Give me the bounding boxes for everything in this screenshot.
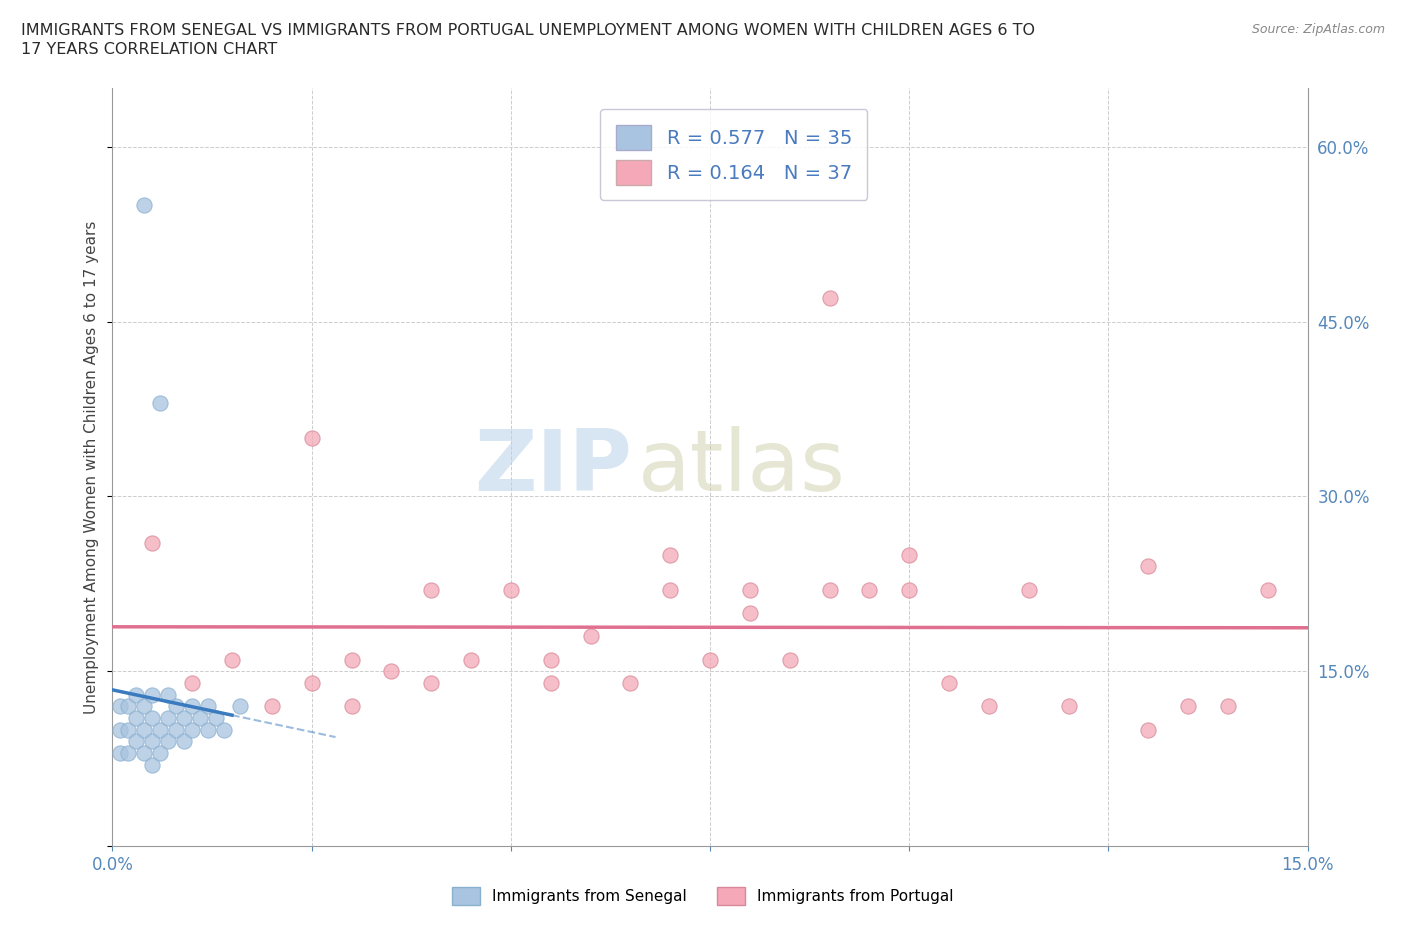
Point bbox=[938, 675, 960, 690]
Point bbox=[125, 734, 148, 749]
Point bbox=[197, 699, 219, 714]
Legend: R = 0.577   N = 35, R = 0.164   N = 37: R = 0.577 N = 35, R = 0.164 N = 37 bbox=[600, 110, 868, 200]
Point bbox=[1137, 559, 1160, 574]
Point bbox=[1257, 582, 1279, 597]
Point bbox=[540, 675, 562, 690]
Point bbox=[134, 197, 156, 212]
Point bbox=[125, 687, 148, 702]
Point bbox=[340, 699, 363, 714]
Point bbox=[1216, 699, 1239, 714]
Point bbox=[499, 582, 522, 597]
Point bbox=[699, 652, 721, 667]
Point bbox=[221, 652, 243, 667]
Point bbox=[110, 699, 132, 714]
Point bbox=[1057, 699, 1080, 714]
Point bbox=[117, 746, 139, 761]
Point bbox=[141, 757, 163, 772]
Point bbox=[579, 629, 602, 644]
Point bbox=[110, 723, 132, 737]
Point bbox=[157, 687, 180, 702]
Point bbox=[301, 431, 323, 445]
Point bbox=[1137, 723, 1160, 737]
Point bbox=[157, 734, 180, 749]
Point bbox=[149, 723, 172, 737]
Point bbox=[205, 711, 228, 725]
Point bbox=[134, 746, 156, 761]
Point bbox=[149, 746, 172, 761]
Point bbox=[1177, 699, 1199, 714]
Point bbox=[818, 582, 841, 597]
Point bbox=[738, 605, 761, 620]
Point bbox=[977, 699, 1000, 714]
Point bbox=[460, 652, 482, 667]
Text: ZIP: ZIP bbox=[475, 426, 633, 509]
Point bbox=[420, 675, 443, 690]
Point bbox=[260, 699, 283, 714]
Point bbox=[188, 711, 211, 725]
Point bbox=[149, 396, 172, 411]
Point bbox=[181, 675, 204, 690]
Point bbox=[1018, 582, 1040, 597]
Point bbox=[173, 711, 195, 725]
Point bbox=[340, 652, 363, 667]
Point bbox=[197, 723, 219, 737]
Point bbox=[141, 734, 163, 749]
Point bbox=[134, 723, 156, 737]
Text: 17 YEARS CORRELATION CHART: 17 YEARS CORRELATION CHART bbox=[21, 42, 277, 57]
Point bbox=[858, 582, 880, 597]
Point bbox=[165, 723, 187, 737]
Point bbox=[181, 699, 204, 714]
Point bbox=[619, 675, 641, 690]
Point bbox=[898, 548, 921, 563]
Point bbox=[157, 711, 180, 725]
Point bbox=[141, 536, 163, 551]
Point bbox=[117, 699, 139, 714]
Point bbox=[659, 548, 682, 563]
Point bbox=[134, 699, 156, 714]
Point bbox=[301, 675, 323, 690]
Point bbox=[898, 582, 921, 597]
Text: IMMIGRANTS FROM SENEGAL VS IMMIGRANTS FROM PORTUGAL UNEMPLOYMENT AMONG WOMEN WIT: IMMIGRANTS FROM SENEGAL VS IMMIGRANTS FR… bbox=[21, 23, 1035, 38]
Point bbox=[181, 723, 204, 737]
Point bbox=[165, 699, 187, 714]
Point bbox=[173, 734, 195, 749]
Y-axis label: Unemployment Among Women with Children Ages 6 to 17 years: Unemployment Among Women with Children A… bbox=[84, 220, 100, 714]
Point bbox=[125, 711, 148, 725]
Point bbox=[380, 664, 402, 679]
Point bbox=[141, 711, 163, 725]
Point bbox=[540, 652, 562, 667]
Point bbox=[117, 723, 139, 737]
Point bbox=[779, 652, 801, 667]
Point bbox=[738, 582, 761, 597]
Legend: Immigrants from Senegal, Immigrants from Portugal: Immigrants from Senegal, Immigrants from… bbox=[446, 882, 960, 911]
Point bbox=[110, 746, 132, 761]
Point bbox=[141, 687, 163, 702]
Point bbox=[818, 291, 841, 306]
Text: Source: ZipAtlas.com: Source: ZipAtlas.com bbox=[1251, 23, 1385, 36]
Text: atlas: atlas bbox=[638, 426, 846, 509]
Point bbox=[420, 582, 443, 597]
Point bbox=[212, 723, 235, 737]
Point bbox=[229, 699, 252, 714]
Point bbox=[659, 582, 682, 597]
